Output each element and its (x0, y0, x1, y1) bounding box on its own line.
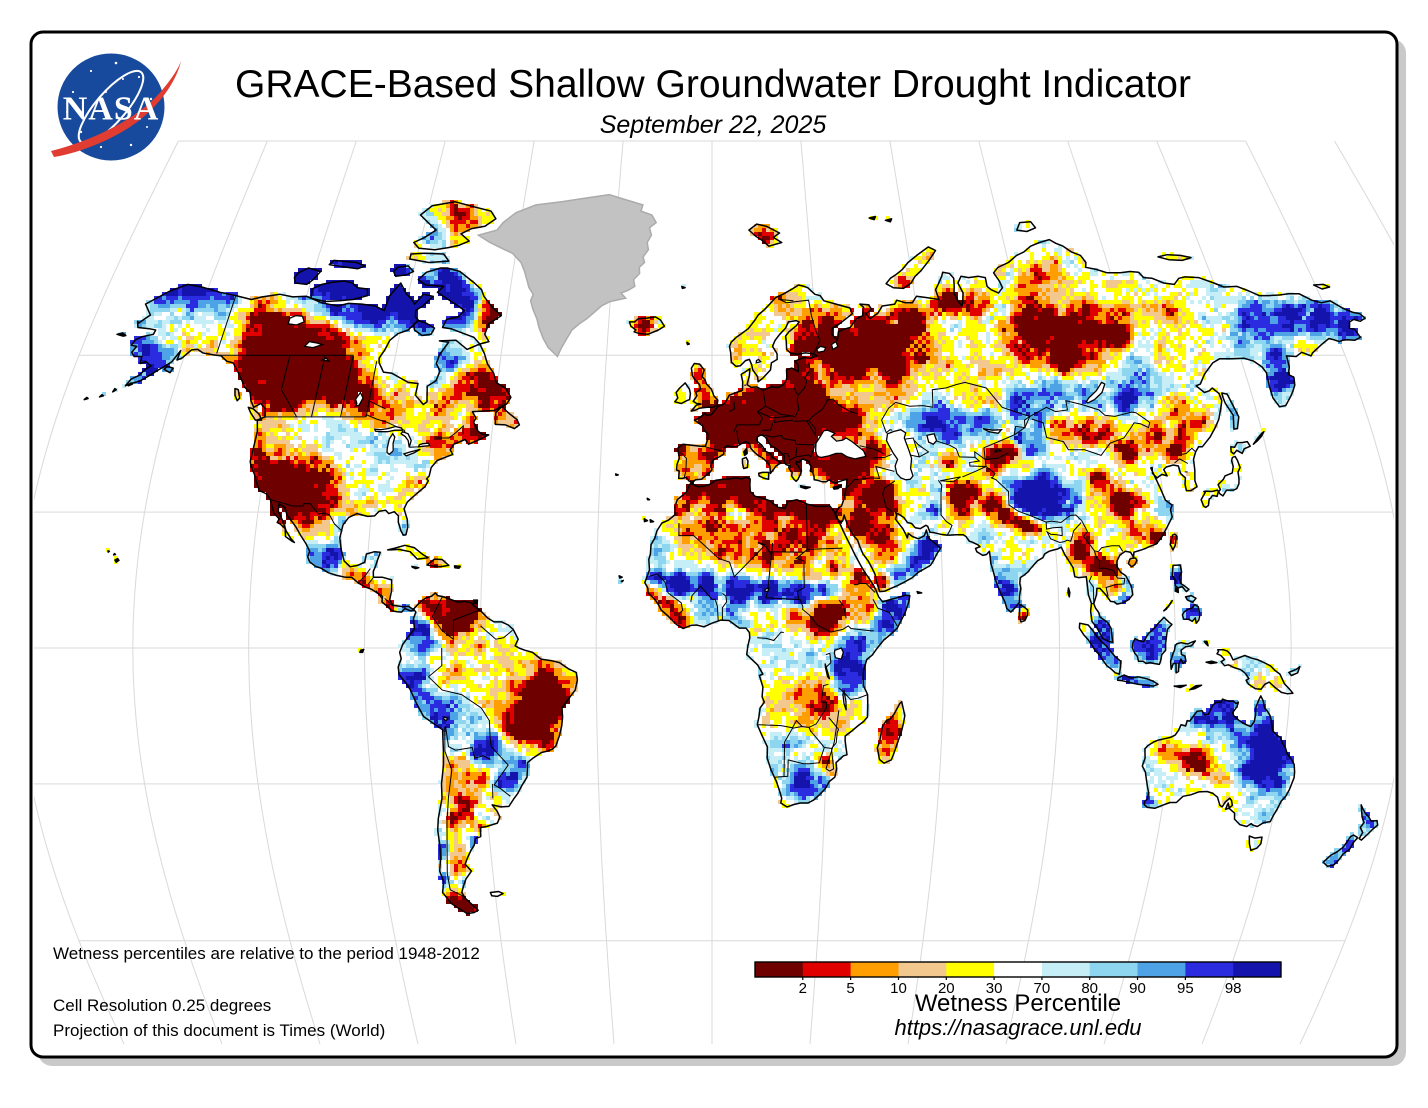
svg-text:20: 20 (938, 980, 955, 997)
svg-text:Wetness percentiles are relati: Wetness percentiles are relative to the … (53, 944, 480, 963)
svg-text:https://nasagrace.unl.edu: https://nasagrace.unl.edu (894, 1015, 1141, 1040)
svg-text:Cell Resolution 0.25 degrees: Cell Resolution 0.25 degrees (53, 996, 271, 1015)
svg-text:September 22, 2025: September 22, 2025 (600, 111, 827, 139)
svg-text:Projection of this document is: Projection of this document is Times (Wo… (53, 1021, 385, 1040)
svg-text:90: 90 (1129, 980, 1146, 997)
svg-text:95: 95 (1177, 980, 1194, 997)
svg-text:GRACE-Based Shallow Groundwate: GRACE-Based Shallow Groundwater Drought … (235, 63, 1191, 106)
svg-text:2: 2 (799, 980, 807, 997)
svg-text:10: 10 (890, 980, 907, 997)
svg-text:30: 30 (986, 980, 1003, 997)
svg-text:70: 70 (1034, 980, 1051, 997)
svg-text:Wetness Percentile: Wetness Percentile (915, 990, 1121, 1017)
svg-text:80: 80 (1081, 980, 1098, 997)
svg-text:98: 98 (1225, 980, 1242, 997)
svg-text:NASA: NASA (63, 91, 160, 128)
svg-text:5: 5 (846, 980, 854, 997)
